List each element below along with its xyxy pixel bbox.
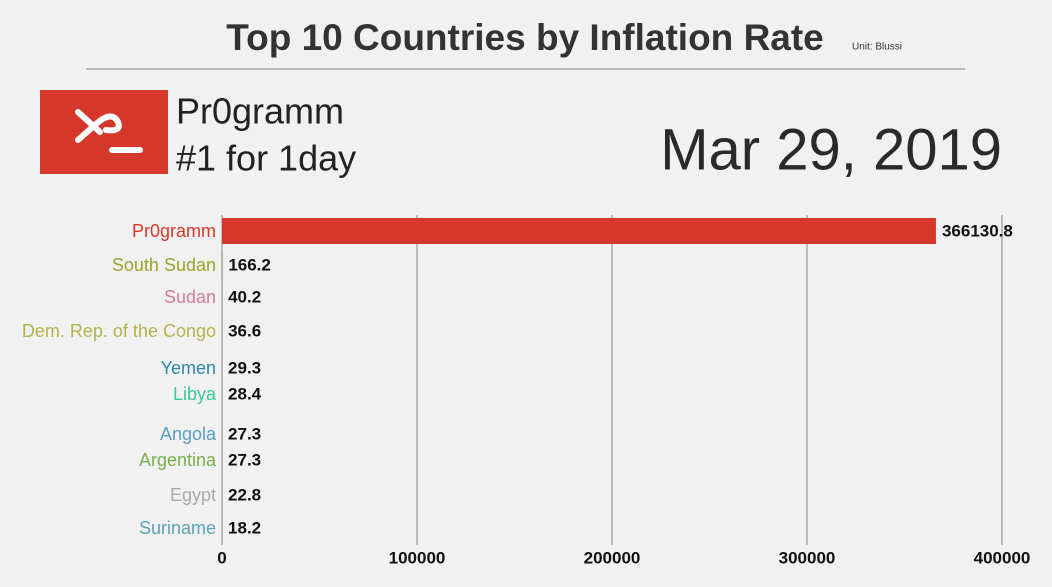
x-tick-label: 0 [217,548,226,567]
value-label: 36.6 [228,321,261,340]
x-tick-label: 300000 [779,548,836,567]
value-label: 166.2 [228,255,271,274]
category-label: Egypt [170,485,216,505]
category-label: Argentina [139,450,217,470]
value-label: 27.3 [228,450,261,469]
chart-title: Top 10 Countries by Inflation Rate [226,17,824,58]
value-label: 28.4 [228,384,262,403]
x-tick-label: 100000 [389,548,446,567]
category-label: Yemen [161,358,216,378]
unit-note: Unit: Blussi [852,42,902,53]
category-label: Libya [173,384,217,404]
category-label: South Sudan [112,255,216,275]
category-label: Angola [160,424,217,444]
leader-name: Pr0gramm [176,91,344,132]
value-label: 18.2 [228,518,261,537]
value-label: 40.2 [228,287,261,306]
value-label: 27.3 [228,424,261,443]
category-label: Dem. Rep. of the Congo [22,321,216,341]
x-tick-label: 200000 [584,548,641,567]
bar [222,218,936,244]
logo-icon [75,109,143,153]
value-label: 22.8 [228,485,261,504]
category-label: Suriname [139,518,216,538]
x-tick-label: 400000 [974,548,1031,567]
value-label: 366130.8 [942,221,1013,240]
value-label: 29.3 [228,358,261,377]
leader-caption: #1 for 1day [176,138,356,179]
category-label: Pr0gramm [132,221,216,241]
category-label: Sudan [164,287,216,307]
date-label: Mar 29, 2019 [660,117,1002,182]
